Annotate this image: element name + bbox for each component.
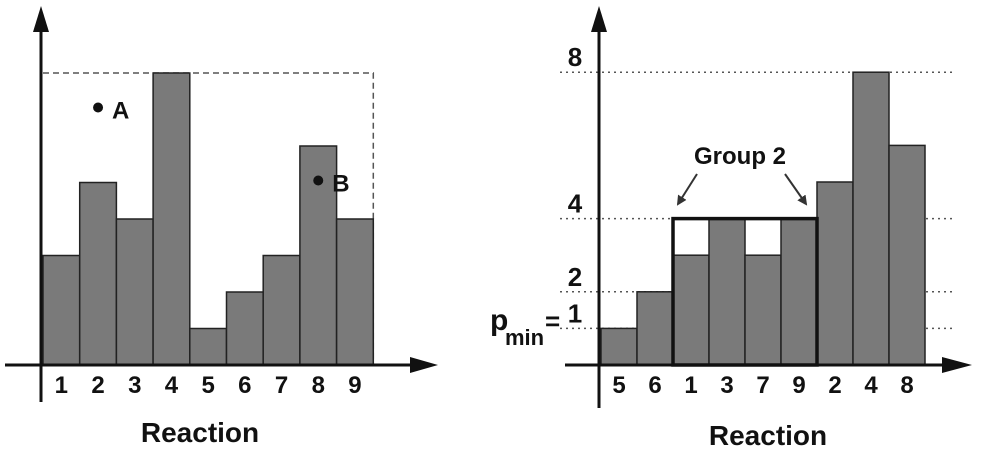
tick-label: 1	[684, 372, 697, 399]
bar-reaction-3	[708, 217, 746, 366]
pmin-label: p min =	[490, 304, 560, 350]
tick-label: 6	[648, 372, 661, 399]
right-y-tick-labels: 8 4 2 1	[568, 42, 583, 328]
bar-reaction-1	[42, 254, 81, 366]
group-arrow-right	[784, 173, 808, 206]
tick-label: 9	[792, 372, 805, 399]
bar-reaction-9	[335, 218, 375, 366]
group-annotation: Group 2	[676, 143, 808, 206]
bar-reaction-6	[225, 291, 264, 366]
tick-label: 3	[720, 372, 733, 399]
tick-label: 7	[275, 372, 288, 399]
y-tick-label: 8	[568, 42, 582, 72]
tick-label: 7	[756, 372, 769, 399]
y-tick-label: 1	[568, 298, 582, 328]
bar-reaction-3	[115, 218, 154, 366]
bar-reaction-2	[816, 181, 854, 366]
y-tick-label: 4	[568, 189, 583, 219]
pmin-subscript: min	[505, 325, 544, 350]
bar-reaction-5	[189, 327, 228, 366]
y-tick-label: 2	[568, 262, 582, 292]
group-arrow-left	[676, 173, 698, 206]
tick-label: 9	[348, 372, 361, 399]
tick-label: 8	[312, 372, 325, 399]
tick-label: 2	[828, 372, 841, 399]
left-bars	[42, 72, 375, 366]
left-x-axis-label: Reaction	[141, 417, 259, 448]
point-label-b: B	[332, 171, 349, 198]
point-label-a: A	[112, 98, 129, 125]
left-x-axis-arrowhead	[410, 357, 438, 373]
tick-label: 5	[201, 372, 214, 399]
tick-label: 4	[165, 372, 179, 399]
bar-reaction-4	[852, 71, 890, 366]
bar-reaction-7	[744, 254, 782, 366]
tick-label: 8	[900, 372, 913, 399]
group-label: Group 2	[694, 143, 786, 170]
bar-reaction-4	[152, 72, 191, 366]
left-points: AB	[93, 98, 350, 198]
bar-reaction-1	[672, 254, 710, 366]
bar-reaction-7	[262, 254, 301, 366]
tick-label: 6	[238, 372, 251, 399]
tick-label: 1	[55, 372, 68, 399]
tick-label: 4	[864, 372, 878, 399]
left-y-axis-arrowhead	[33, 6, 49, 32]
tick-label: 3	[128, 372, 141, 399]
right-y-axis-arrowhead	[591, 6, 607, 32]
tick-label: 5	[612, 372, 625, 399]
bar-reaction-6	[636, 291, 674, 366]
right-x-axis-arrowhead	[942, 357, 972, 373]
right-x-axis-label: Reaction	[709, 420, 827, 449]
bar-reaction-2	[78, 181, 118, 366]
bar-reaction-8	[888, 144, 926, 366]
pmin-p: p	[490, 304, 508, 337]
point-a	[93, 102, 104, 113]
pmin-equals: =	[545, 306, 560, 336]
tick-label: 2	[91, 372, 104, 399]
bar-reaction-9	[780, 217, 818, 366]
bar-reaction-5	[600, 327, 638, 366]
point-b	[313, 175, 324, 186]
